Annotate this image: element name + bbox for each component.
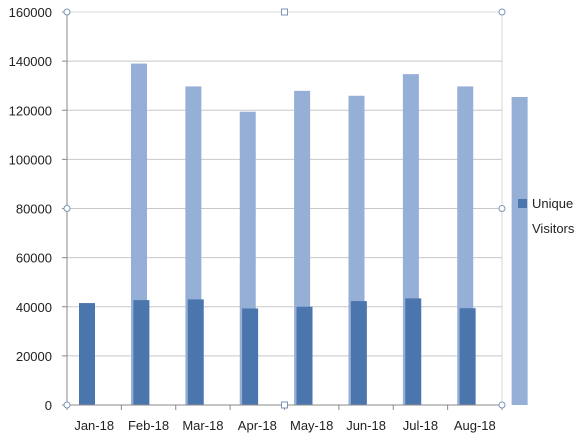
bar-unique-feb-18 xyxy=(133,300,150,405)
x-tick-label: Jun-18 xyxy=(346,418,386,433)
legend-swatch-visitors xyxy=(518,224,527,233)
y-tick-label: 120000 xyxy=(9,103,52,118)
y-tick-label: 60000 xyxy=(16,251,52,266)
bars xyxy=(79,63,528,406)
x-tick-label: Apr-18 xyxy=(238,418,277,433)
x-tick-label: Mar-18 xyxy=(182,418,223,433)
bar-unique-may-18 xyxy=(296,306,313,405)
bar-unique-jul-18 xyxy=(405,298,422,405)
resize-handle[interactable] xyxy=(281,8,288,16)
y-tick-label: 140000 xyxy=(9,54,52,69)
x-tick-label: Jul-18 xyxy=(403,418,438,433)
bar-unique-aug-18 xyxy=(459,308,476,405)
y-tick-label: 40000 xyxy=(16,300,52,315)
resize-handle[interactable] xyxy=(281,401,288,409)
x-axis-tick-labels: Jan-18 Feb-18 Mar-18 Apr-18 May-18 Jun-18 Jul-… xyxy=(74,418,495,433)
chart-resize-handles[interactable] xyxy=(63,8,506,409)
resize-handle[interactable] xyxy=(63,401,71,409)
resize-handle[interactable] xyxy=(63,205,71,212)
bar-unique-jan-18 xyxy=(79,303,95,405)
bar-unique-jun-18 xyxy=(350,301,367,405)
y-axis-tick-labels: 0 20000 40000 60000 80000 100000 120000 140000 1… xyxy=(9,5,52,413)
bar-unique-apr-18 xyxy=(242,308,259,405)
resize-handle[interactable] xyxy=(498,8,506,16)
resize-handle[interactable] xyxy=(498,401,506,409)
y-tick-label: 160000 xyxy=(9,5,52,20)
x-tick-label: Feb-18 xyxy=(128,418,169,433)
y-tick-label: 100000 xyxy=(9,152,52,167)
axes xyxy=(62,11,503,410)
x-tick-label: Jan-18 xyxy=(74,418,114,433)
legend-swatch-unique xyxy=(518,199,527,208)
y-tick-label: 80000 xyxy=(16,202,52,217)
resize-handle[interactable] xyxy=(63,8,71,16)
bar-unique-mar-18 xyxy=(187,299,204,405)
y-tick-label: 0 xyxy=(45,398,52,413)
resize-handle[interactable] xyxy=(498,205,506,212)
x-tick-label: May-18 xyxy=(290,418,333,433)
bar-visitors-aug-18 xyxy=(511,96,528,405)
legend-label-unique: Unique xyxy=(532,196,573,211)
x-tick-label: Aug-18 xyxy=(454,418,496,433)
legend: Unique Visitors xyxy=(518,196,575,236)
legend-label-visitors: Visitors xyxy=(532,221,575,236)
y-tick-label: 20000 xyxy=(16,349,52,364)
